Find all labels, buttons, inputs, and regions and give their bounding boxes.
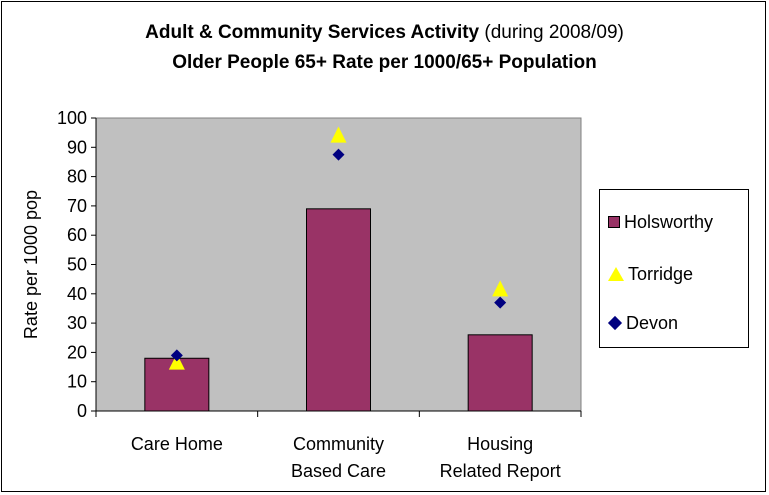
point-torridge	[330, 126, 347, 143]
y-tick-label: 30	[67, 313, 87, 333]
legend-label-torridge: Torridge	[628, 263, 694, 284]
chart-subtitle: Older People 65+ Rate per 1000/65+ Popul…	[172, 52, 597, 73]
y-tick-label: 50	[67, 255, 87, 275]
y-tick-label: 80	[67, 167, 87, 187]
y-tick-label: 100	[57, 108, 87, 128]
legend-item-torridge: Torridge	[608, 262, 693, 286]
x-tick-label: Community	[293, 434, 384, 454]
chart-legend: Holsworthy Torridge Devon	[599, 189, 749, 348]
legend-item-holsworthy: Holsworthy	[608, 210, 713, 234]
legend-swatch-diamond	[607, 315, 623, 331]
point-torridge	[492, 280, 509, 297]
y-axis-title: Rate per 1000 pop	[21, 190, 41, 339]
x-tick-label: Based Care	[291, 461, 386, 481]
chart-title-main: Adult & Community Services Activity	[145, 22, 480, 43]
bar-holsworthy	[467, 334, 533, 412]
legend-label-devon: Devon	[626, 312, 679, 333]
chart-title: Adult & Community Services Activity (dur…	[0, 22, 769, 44]
y-tick-label: 40	[67, 284, 87, 304]
chart-title-period: (during 2008/09)	[479, 22, 624, 43]
legend-item-devon: Devon	[607, 311, 679, 335]
y-tick-label: 90	[67, 137, 87, 157]
legend-swatch-triangle	[608, 267, 624, 281]
x-tick-label: Care Home	[131, 434, 223, 454]
legend-swatch-bar	[608, 216, 620, 228]
legend-label-holsworthy: Holsworthy	[624, 211, 714, 232]
point-devon	[332, 148, 345, 161]
point-devon	[170, 349, 183, 362]
bar-holsworthy	[306, 208, 371, 412]
point-torridge	[168, 353, 185, 370]
y-tick-label: 0	[77, 401, 87, 421]
y-tick-label: 20	[67, 342, 87, 362]
x-tick-label: Housing	[467, 434, 533, 454]
point-devon	[494, 296, 507, 309]
y-tick-label: 10	[67, 372, 87, 392]
y-tick-label: 70	[67, 196, 87, 216]
x-tick-label: Related Report	[440, 461, 561, 481]
y-tick-label: 60	[67, 225, 87, 245]
